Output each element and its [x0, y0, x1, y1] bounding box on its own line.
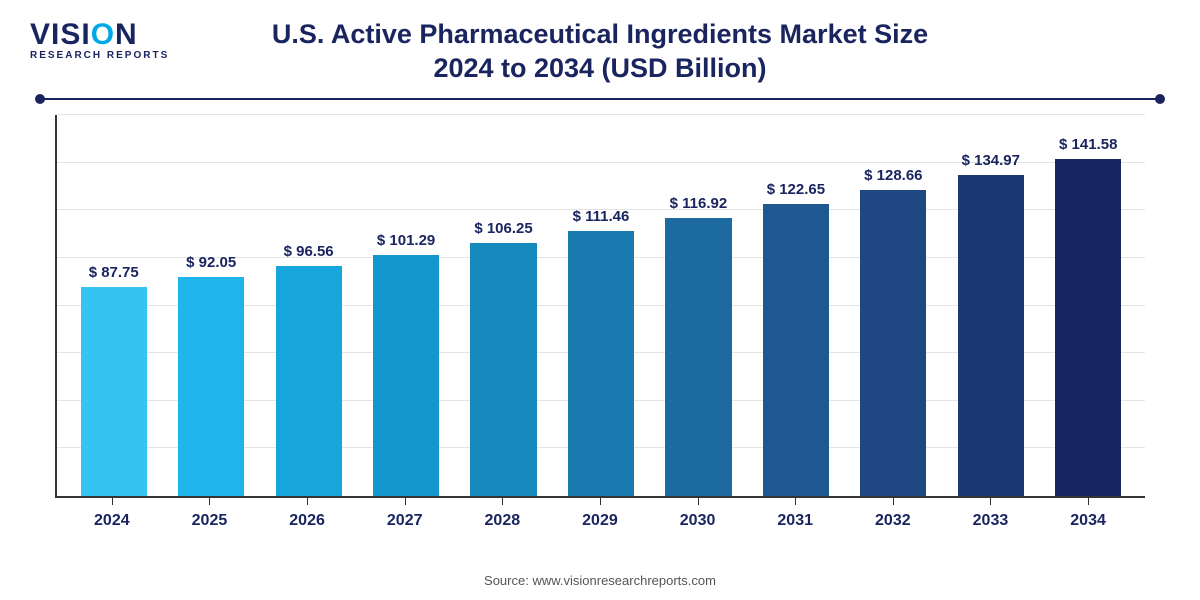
x-tick-label: 2029 — [554, 498, 646, 530]
x-axis: 2024202520262027202820292030203120322033… — [55, 498, 1145, 540]
x-tick-label: 2024 — [66, 498, 158, 530]
bar-group: $ 101.29 — [360, 115, 452, 496]
bar — [1055, 159, 1121, 496]
source-text: Source: www.visionresearchreports.com — [0, 573, 1200, 588]
x-tick: 2031 — [749, 498, 841, 540]
title-line1: U.S. Active Pharmaceutical Ingredients M… — [272, 19, 928, 49]
bar — [81, 287, 147, 496]
bar-group: $ 96.56 — [263, 115, 355, 496]
x-tick: 2024 — [66, 498, 158, 540]
bar — [763, 204, 829, 496]
x-tick: 2034 — [1042, 498, 1134, 540]
bar-value-label: $ 92.05 — [186, 254, 236, 271]
bar — [860, 190, 926, 496]
bar-group: $ 128.66 — [847, 115, 939, 496]
bar-value-label: $ 141.58 — [1059, 136, 1117, 153]
x-tick: 2029 — [554, 498, 646, 540]
bar-value-label: $ 96.56 — [284, 243, 334, 260]
bar — [568, 231, 634, 496]
x-tick-label: 2026 — [261, 498, 353, 530]
bar-group: $ 116.92 — [652, 115, 744, 496]
x-tick: 2027 — [359, 498, 451, 540]
x-tick-label: 2028 — [456, 498, 548, 530]
chart-title: U.S. Active Pharmaceutical Ingredients M… — [0, 18, 1200, 86]
bar-value-label: $ 101.29 — [377, 232, 435, 249]
x-tick: 2028 — [456, 498, 548, 540]
bar — [373, 255, 439, 496]
bar-group: $ 141.58 — [1042, 115, 1134, 496]
x-tick: 2033 — [944, 498, 1036, 540]
x-tick-label: 2034 — [1042, 498, 1134, 530]
x-tick-label: 2025 — [163, 498, 255, 530]
x-tick: 2032 — [847, 498, 939, 540]
x-tick: 2030 — [652, 498, 744, 540]
title-rule — [40, 98, 1160, 100]
bar-value-label: $ 134.97 — [962, 152, 1020, 169]
bar-value-label: $ 106.25 — [474, 220, 532, 237]
bar-value-label: $ 87.75 — [89, 264, 139, 281]
bar — [958, 175, 1024, 496]
x-tick-label: 2031 — [749, 498, 841, 530]
plot-area: $ 87.75 $ 92.05 $ 96.56 $ 101.29 $ 106.25 $ 1… — [55, 115, 1145, 498]
bar — [470, 243, 536, 496]
x-tick-label: 2027 — [359, 498, 451, 530]
bar-group: $ 87.75 — [68, 115, 160, 496]
x-tick-label: 2032 — [847, 498, 939, 530]
x-tick: 2026 — [261, 498, 353, 540]
bar-group: $ 134.97 — [945, 115, 1037, 496]
bar-chart: $ 87.75 $ 92.05 $ 96.56 $ 101.29 $ 106.25 $ 1… — [55, 115, 1145, 540]
bar-value-label: $ 116.92 — [670, 195, 728, 212]
bar-group: $ 106.25 — [458, 115, 550, 496]
bar-value-label: $ 128.66 — [864, 167, 922, 184]
bar-value-label: $ 111.46 — [573, 208, 630, 225]
title-line2: 2024 to 2034 (USD Billion) — [433, 53, 766, 83]
bar — [178, 277, 244, 496]
bar-group: $ 92.05 — [165, 115, 257, 496]
bar-group: $ 111.46 — [555, 115, 647, 496]
bars-container: $ 87.75 $ 92.05 $ 96.56 $ 101.29 $ 106.25 $ 1… — [57, 115, 1145, 496]
x-tick-label: 2033 — [944, 498, 1036, 530]
bar-value-label: $ 122.65 — [767, 181, 825, 198]
x-tick: 2025 — [163, 498, 255, 540]
bar — [665, 218, 731, 496]
bar-group: $ 122.65 — [750, 115, 842, 496]
bar — [276, 266, 342, 496]
x-tick-label: 2030 — [652, 498, 744, 530]
